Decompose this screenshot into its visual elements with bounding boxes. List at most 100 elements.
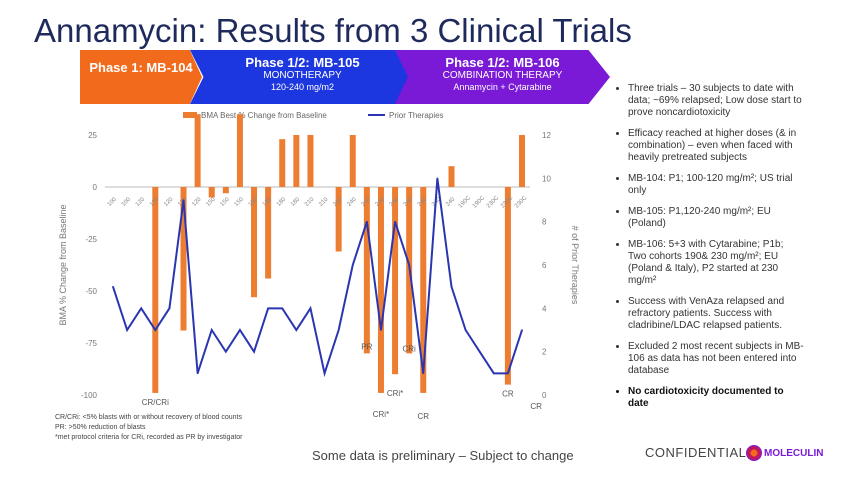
response-annotation: CR — [530, 402, 542, 411]
prior-therapies-point — [337, 329, 340, 331]
x-category-label: 240 — [389, 196, 401, 208]
bullet-item: Efficacy reached at higher doses (& in c… — [628, 128, 804, 164]
chart-footnote: PR: >50% reduction of blasts — [55, 424, 146, 431]
bullet-item: Success with VenAza relapsed and refract… — [628, 296, 804, 332]
prior-therapies-point — [210, 329, 213, 331]
response-annotation: CR — [417, 412, 429, 421]
response-annotation: CRi — [403, 344, 417, 353]
bma-bar — [208, 187, 215, 198]
x-category-label: 240 — [417, 196, 429, 208]
phase-detail: Annamycin + Cytarabine — [453, 82, 552, 92]
prior-therapies-point — [267, 307, 269, 310]
phase-sub: COMBINATION THERAPY — [442, 70, 563, 81]
phase-mb104-banner: Phase 1: MB-104 — [80, 50, 202, 104]
bma-bar — [279, 139, 286, 187]
y2-tick-label: 10 — [542, 174, 551, 183]
legend-bar-swatch — [183, 112, 197, 118]
chart-footnote: CR/CRi: <5% blasts with or without recov… — [55, 414, 242, 421]
prior-therapies-point — [309, 307, 312, 310]
y-tick-label: -50 — [85, 287, 97, 296]
response-annotation: CRi* — [373, 410, 389, 419]
x-category-label: 190C — [458, 195, 473, 210]
x-category-label: 230C — [514, 195, 529, 210]
prior-therapies-point — [507, 372, 509, 375]
confidential-label: CONFIDENTIAL — [645, 445, 747, 460]
summary-bullets: Three trials – 30 subjects to date with … — [614, 83, 804, 419]
y-tick-label: -100 — [81, 391, 98, 400]
bma-bar — [222, 187, 229, 194]
prior-therapies-point — [253, 350, 255, 353]
y-tick-label: 0 — [93, 183, 98, 192]
prior-therapies-point — [408, 264, 410, 266]
molecule-icon — [746, 445, 762, 461]
x-category-label: 240 — [375, 196, 387, 208]
prior-therapies-point — [422, 372, 425, 375]
bma-bar — [377, 187, 384, 393]
response-annotation: CR — [502, 390, 514, 399]
y-tick-label: -25 — [85, 235, 97, 244]
bma-bar — [251, 187, 258, 298]
prior-therapies-point — [196, 372, 199, 375]
x-category-label: 150 — [205, 196, 217, 208]
y-tick-label: 25 — [88, 131, 97, 140]
phase-heading: Phase 1: MB-104 — [89, 60, 193, 75]
x-category-label: 210 — [304, 196, 316, 208]
prior-therapies-point — [366, 220, 368, 223]
bma-bar — [420, 187, 427, 393]
prior-therapies-point — [281, 307, 284, 310]
prior-therapies-point — [168, 307, 171, 310]
bullet-item: MB-104: P1; 100-120 mg/m²; US trial only — [628, 173, 804, 197]
logo-text: MOLECULIN — [764, 447, 824, 459]
bma-bar — [335, 187, 342, 252]
bma-bar — [180, 187, 187, 331]
x-category-label: 240 — [431, 196, 443, 208]
x-category-label: 240 — [445, 196, 457, 208]
y2-tick-label: 6 — [542, 261, 547, 270]
prior-therapies-point — [225, 350, 227, 353]
response-annotation: CRi* — [387, 389, 403, 398]
preliminary-note: Some data is preliminary – Subject to ch… — [312, 448, 574, 463]
response-annotation: PR — [361, 342, 372, 351]
x-category-label: 230C — [486, 195, 501, 210]
prior-therapies-point — [464, 329, 467, 331]
prior-therapies-point — [478, 350, 481, 353]
x-category-label: 240 — [403, 196, 415, 208]
x-category-label: 240 — [360, 196, 372, 208]
x-category-label: 150 — [234, 196, 246, 208]
y2-tick-label: 8 — [542, 218, 547, 227]
prior-therapies-point — [182, 199, 185, 201]
phase-mb106-banner: Phase 1/2: MB-106 COMBINATION THERAPY An… — [395, 50, 610, 104]
x-category-label: 180 — [290, 196, 302, 208]
prior-therapies-point — [154, 329, 157, 331]
y2-tick-label: 0 — [542, 391, 547, 400]
bma-bar — [349, 135, 356, 187]
x-category-label: 210 — [332, 196, 344, 208]
y2-tick-label: 12 — [542, 131, 551, 140]
page-title: Annamycin: Results from 3 Clinical Trial… — [34, 12, 632, 49]
bma-bar — [504, 187, 511, 385]
phase-heading: Phase 1/2: MB-106 — [445, 55, 560, 70]
bma-bar — [307, 135, 314, 187]
bma-bar — [363, 187, 370, 354]
x-category-label: 180 — [276, 196, 288, 208]
x-category-label: 240 — [346, 196, 358, 208]
x-category-label: 120 — [163, 196, 175, 208]
y-tick-label: -75 — [85, 339, 97, 348]
x-category-label: 180 — [262, 196, 274, 208]
bma-bar — [392, 187, 399, 375]
phase-heading: Phase 1/2: MB-105 — [245, 55, 360, 70]
bma-bar — [519, 135, 525, 187]
x-category-label: 100 — [121, 196, 133, 208]
prior-therapies-point — [239, 329, 241, 331]
phase-sub: MONOTHERAPY — [263, 70, 342, 81]
chart-footnote: *met protocol criteria for CRi, recorded… — [55, 434, 243, 441]
x-category-label: 150 — [248, 196, 260, 208]
x-category-label: 120 — [191, 196, 203, 208]
prior-therapies-point — [450, 285, 453, 288]
prior-therapies-line — [112, 178, 523, 378]
prior-therapies-point — [140, 307, 143, 310]
phase-detail: 120-240 mg/m2 — [270, 82, 335, 92]
bma-bar — [152, 187, 159, 393]
bma-bar — [293, 135, 300, 187]
x-category-label: 210 — [318, 196, 330, 208]
